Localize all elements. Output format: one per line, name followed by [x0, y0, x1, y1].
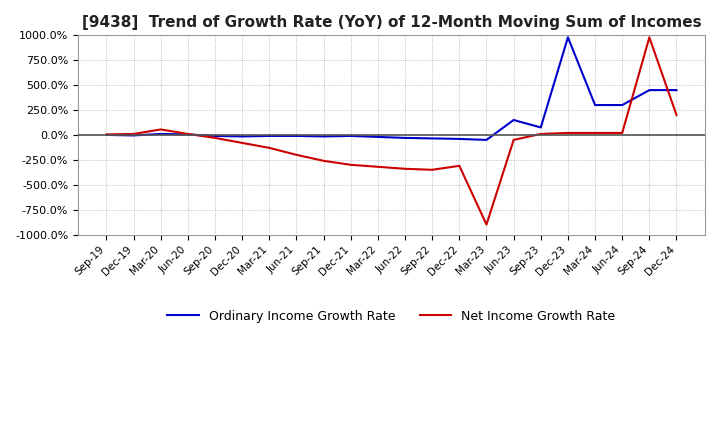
- Ordinary Income Growth Rate: [401, 135, 410, 140]
- Net Income Growth Rate: [428, 167, 436, 172]
- Line: Net Income Growth Rate: Net Income Growth Rate: [107, 37, 677, 224]
- Net Income Growth Rate: [645, 35, 654, 40]
- Net Income Growth Rate: [482, 222, 491, 227]
- Net Income Growth Rate: [672, 112, 681, 117]
- Net Income Growth Rate: [590, 130, 599, 136]
- Net Income Growth Rate: [455, 163, 464, 169]
- Net Income Growth Rate: [265, 145, 274, 150]
- Ordinary Income Growth Rate: [130, 133, 138, 138]
- Ordinary Income Growth Rate: [102, 132, 111, 138]
- Net Income Growth Rate: [211, 135, 220, 140]
- Net Income Growth Rate: [102, 132, 111, 137]
- Ordinary Income Growth Rate: [509, 117, 518, 123]
- Ordinary Income Growth Rate: [536, 125, 545, 130]
- Net Income Growth Rate: [130, 131, 138, 136]
- Net Income Growth Rate: [184, 131, 192, 136]
- Title: [9438]  Trend of Growth Rate (YoY) of 12-Month Moving Sum of Incomes: [9438] Trend of Growth Rate (YoY) of 12-…: [81, 15, 701, 30]
- Ordinary Income Growth Rate: [265, 133, 274, 139]
- Ordinary Income Growth Rate: [590, 103, 599, 108]
- Ordinary Income Growth Rate: [319, 134, 328, 139]
- Ordinary Income Growth Rate: [184, 132, 192, 137]
- Ordinary Income Growth Rate: [618, 103, 626, 108]
- Net Income Growth Rate: [319, 158, 328, 164]
- Ordinary Income Growth Rate: [482, 137, 491, 143]
- Ordinary Income Growth Rate: [672, 88, 681, 93]
- Net Income Growth Rate: [292, 152, 301, 158]
- Net Income Growth Rate: [401, 166, 410, 172]
- Net Income Growth Rate: [156, 127, 165, 132]
- Net Income Growth Rate: [238, 140, 246, 146]
- Legend: Ordinary Income Growth Rate, Net Income Growth Rate: Ordinary Income Growth Rate, Net Income …: [163, 304, 621, 327]
- Net Income Growth Rate: [618, 130, 626, 136]
- Net Income Growth Rate: [509, 137, 518, 143]
- Ordinary Income Growth Rate: [211, 133, 220, 139]
- Ordinary Income Growth Rate: [374, 134, 382, 139]
- Net Income Growth Rate: [536, 131, 545, 136]
- Ordinary Income Growth Rate: [292, 133, 301, 139]
- Ordinary Income Growth Rate: [156, 131, 165, 136]
- Ordinary Income Growth Rate: [346, 133, 355, 139]
- Ordinary Income Growth Rate: [428, 136, 436, 141]
- Net Income Growth Rate: [564, 130, 572, 136]
- Net Income Growth Rate: [374, 164, 382, 169]
- Ordinary Income Growth Rate: [645, 88, 654, 93]
- Ordinary Income Growth Rate: [564, 35, 572, 40]
- Line: Ordinary Income Growth Rate: Ordinary Income Growth Rate: [107, 37, 677, 140]
- Ordinary Income Growth Rate: [455, 136, 464, 142]
- Net Income Growth Rate: [346, 162, 355, 168]
- Ordinary Income Growth Rate: [238, 134, 246, 139]
